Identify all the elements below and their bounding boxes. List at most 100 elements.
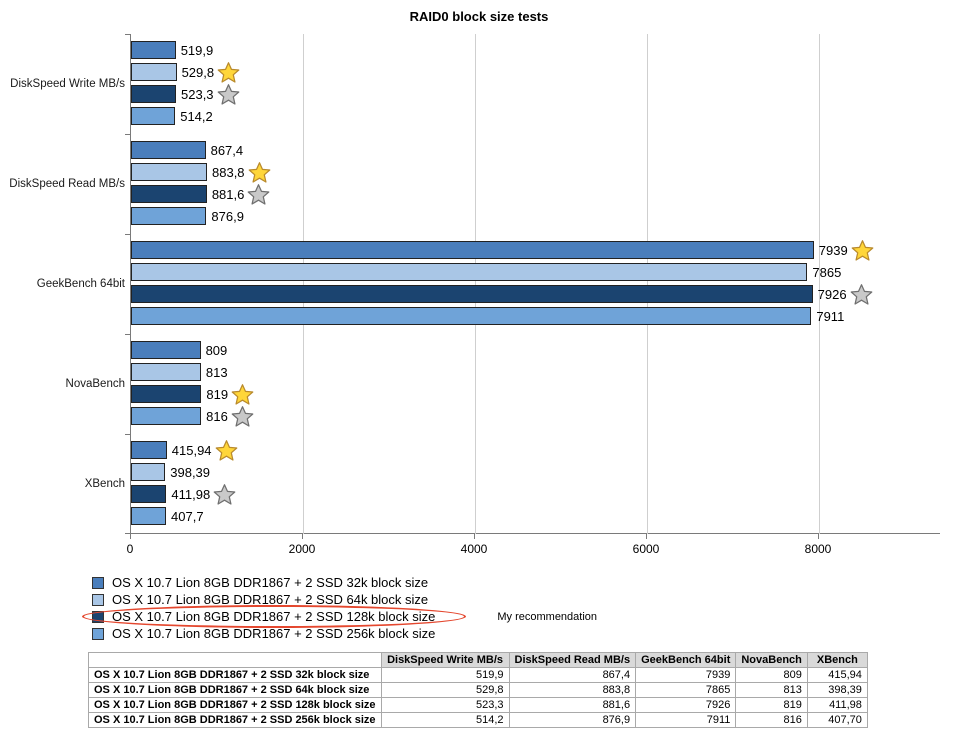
y-axis-tick — [125, 134, 131, 135]
table-value-cell: 876,9 — [508, 712, 637, 728]
category-label: GeekBench 64bit — [36, 278, 125, 290]
bar-row: 514,2 — [131, 107, 213, 125]
y-axis-tick — [125, 533, 131, 534]
table-header-cell: DiskSpeed Write MB/s — [380, 652, 510, 668]
legend-swatch — [92, 610, 104, 623]
bar-row: 415,94 — [131, 439, 238, 461]
bar-value-label: 519,9 — [180, 42, 214, 58]
gridline — [647, 34, 648, 534]
bar-value-label: 7911 — [816, 308, 845, 324]
bar-row: 7911 — [131, 307, 844, 325]
gridline — [819, 34, 820, 534]
table-value-cell: 7926 — [635, 697, 737, 713]
bar-value-label: 876,9 — [211, 208, 244, 224]
table-value-cell: 7939 — [635, 667, 737, 683]
x-tick-label: 6000 — [632, 542, 660, 556]
bar-value-label: 867,4 — [210, 142, 244, 158]
bar-row: 398,39 — [131, 463, 210, 481]
bar-row: 411,98 — [131, 483, 236, 505]
bar — [131, 285, 813, 303]
table-value-cell: 867,4 — [508, 667, 637, 683]
legend-item: OS X 10.7 Lion 8GB DDR1867 + 2 SSD 256k … — [92, 625, 597, 642]
table-value-cell: 816 — [735, 712, 808, 728]
category-label: DiskSpeed Read MB/s — [9, 178, 125, 190]
table-value-cell: 407,70 — [806, 712, 868, 728]
bar-row: 523,3 — [131, 83, 240, 105]
x-tick-label: 2000 — [288, 542, 316, 556]
silver-star-icon — [247, 183, 270, 205]
bar-row: 867,4 — [131, 141, 243, 159]
table-header-cell: XBench — [806, 652, 868, 668]
table-row-label: OS X 10.7 Lion 8GB DDR1867 + 2 SSD 32k b… — [88, 667, 382, 683]
legend: OS X 10.7 Lion 8GB DDR1867 + 2 SSD 32k b… — [82, 574, 598, 642]
bar — [131, 207, 207, 225]
bar-value-label: 813 — [205, 364, 228, 380]
bar-value-label: 529,8 — [181, 64, 215, 80]
bar — [131, 63, 177, 81]
bar — [131, 141, 206, 159]
bar-row: 7926 — [131, 283, 873, 305]
y-axis-tick — [125, 334, 131, 335]
table-value-cell: 529,8 — [380, 682, 510, 698]
bar — [131, 341, 201, 359]
legend-label: OS X 10.7 Lion 8GB DDR1867 + 2 SSD 64k b… — [112, 592, 429, 607]
table-value-cell: 398,39 — [806, 682, 868, 698]
bar — [131, 441, 167, 459]
table-value-cell: 514,2 — [380, 712, 510, 728]
table-value-cell: 7911 — [635, 712, 737, 728]
category-label: XBench — [84, 478, 125, 490]
bar — [131, 85, 176, 103]
y-axis-tick — [125, 34, 131, 35]
bar — [131, 107, 176, 125]
recommendation-note: My recommendation — [497, 610, 598, 623]
bar-row: 819 — [131, 383, 254, 405]
gridline — [475, 34, 476, 534]
bar — [131, 163, 207, 181]
table-row: OS X 10.7 Lion 8GB DDR1867 + 2 SSD 64k b… — [88, 682, 868, 698]
legend-label: OS X 10.7 Lion 8GB DDR1867 + 2 SSD 256k … — [112, 626, 436, 641]
table-header-row: DiskSpeed Write MB/s DiskSpeed Read MB/s G… — [88, 652, 868, 668]
bar — [131, 407, 202, 425]
bar-value-label: 816 — [206, 408, 228, 424]
table-row-label: OS X 10.7 Lion 8GB DDR1867 + 2 SSD 256k … — [88, 712, 382, 728]
category-label: DiskSpeed Write MB/s — [10, 78, 125, 90]
bar-row: 7939 — [131, 239, 874, 261]
legend-swatch — [92, 627, 104, 640]
bar-row: 883,8 — [131, 161, 271, 183]
table-row: OS X 10.7 Lion 8GB DDR1867 + 2 SSD 32k b… — [88, 667, 868, 683]
y-axis-tick — [125, 434, 131, 435]
bar — [131, 485, 167, 503]
x-tick-label: 0 — [126, 542, 134, 556]
plot-area: DiskSpeed Write MB/s 519,9 529,8 523,3 514,2… — [9, 34, 940, 534]
bar-value-label: 398,39 — [170, 464, 211, 480]
x-tickmark — [646, 534, 647, 539]
category-label: NovaBench — [65, 378, 125, 390]
table-value-cell: 519,9 — [380, 667, 510, 683]
gold-star-icon — [217, 61, 240, 83]
bar-row: 809 — [131, 341, 227, 359]
legend-item: OS X 10.7 Lion 8GB DDR1867 + 2 SSD 32k b… — [92, 574, 597, 591]
x-tickmark — [130, 534, 131, 539]
gold-star-icon — [231, 383, 254, 405]
table-value-cell: 881,6 — [508, 697, 637, 713]
bar-value-label: 415,94 — [171, 442, 212, 458]
legend-item: OS X 10.7 Lion 8GB DDR1867 + 2 SSD 64k b… — [92, 591, 597, 608]
bar — [131, 185, 207, 203]
gold-star-icon — [851, 239, 874, 261]
table-value-cell: 523,3 — [380, 697, 510, 713]
gridline — [303, 34, 304, 534]
bar-value-label: 407,7 — [171, 508, 204, 524]
bar-row: 529,8 — [131, 61, 240, 83]
table-row: OS X 10.7 Lion 8GB DDR1867 + 2 SSD 128k … — [88, 697, 868, 713]
x-tickmark — [302, 534, 303, 539]
bar — [131, 241, 814, 259]
silver-star-icon — [231, 405, 254, 427]
data-table: DiskSpeed Write MB/s DiskSpeed Read MB/s G… — [88, 652, 868, 728]
table-value-cell: 809 — [735, 667, 808, 683]
bar-value-label: 883,8 — [212, 164, 245, 180]
bar-value-label: 7926 — [817, 286, 847, 302]
table-value-cell: 819 — [735, 697, 808, 713]
x-tick-label: 8000 — [804, 542, 832, 556]
legend-item: OS X 10.7 Lion 8GB DDR1867 + 2 SSD 128k … — [82, 605, 598, 628]
